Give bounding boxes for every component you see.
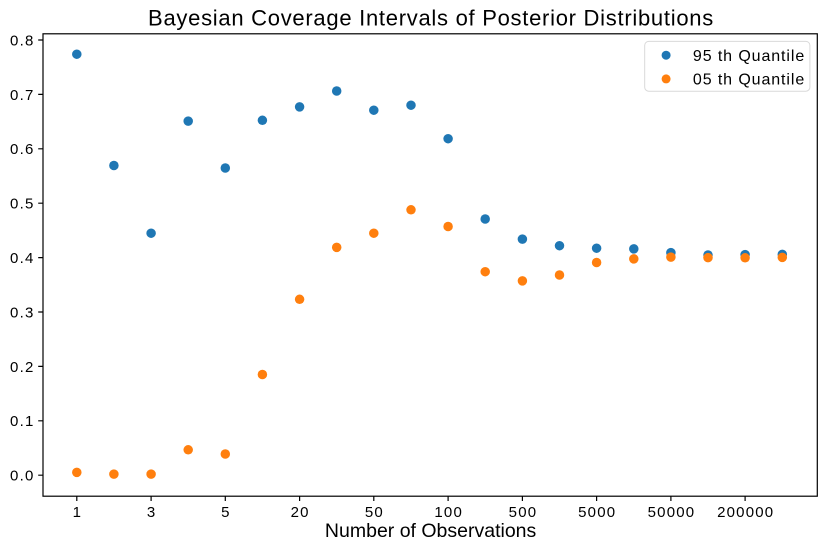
svg-text:0.2: 0.2 bbox=[10, 359, 34, 376]
svg-text:0.4: 0.4 bbox=[10, 250, 34, 267]
svg-text:100: 100 bbox=[434, 504, 463, 521]
svg-text:0.3: 0.3 bbox=[10, 304, 34, 321]
svg-text:0.1: 0.1 bbox=[10, 413, 34, 430]
svg-text:0.5: 0.5 bbox=[10, 196, 34, 213]
svg-text:50000: 50000 bbox=[648, 504, 696, 521]
svg-text:500: 500 bbox=[509, 504, 538, 521]
svg-text:05 th Quantile: 05 th Quantile bbox=[693, 72, 805, 89]
svg-text:5000: 5000 bbox=[578, 504, 616, 521]
svg-text:200000: 200000 bbox=[717, 504, 774, 521]
svg-text:50: 50 bbox=[365, 504, 384, 521]
svg-text:0.8: 0.8 bbox=[10, 32, 34, 49]
svg-text:1: 1 bbox=[73, 504, 83, 521]
svg-text:Bayesian Coverage Intervals of: Bayesian Coverage Intervals of Posterior… bbox=[148, 5, 714, 30]
svg-text:95 th Quantile: 95 th Quantile bbox=[693, 48, 805, 65]
svg-text:0.0: 0.0 bbox=[10, 468, 34, 485]
svg-text:20: 20 bbox=[291, 504, 310, 521]
svg-text:0.6: 0.6 bbox=[10, 141, 34, 158]
svg-text:Number of Observations: Number of Observations bbox=[325, 520, 537, 542]
svg-text:0.7: 0.7 bbox=[10, 87, 34, 104]
svg-text:3: 3 bbox=[147, 504, 157, 521]
svg-text:5: 5 bbox=[221, 504, 231, 521]
